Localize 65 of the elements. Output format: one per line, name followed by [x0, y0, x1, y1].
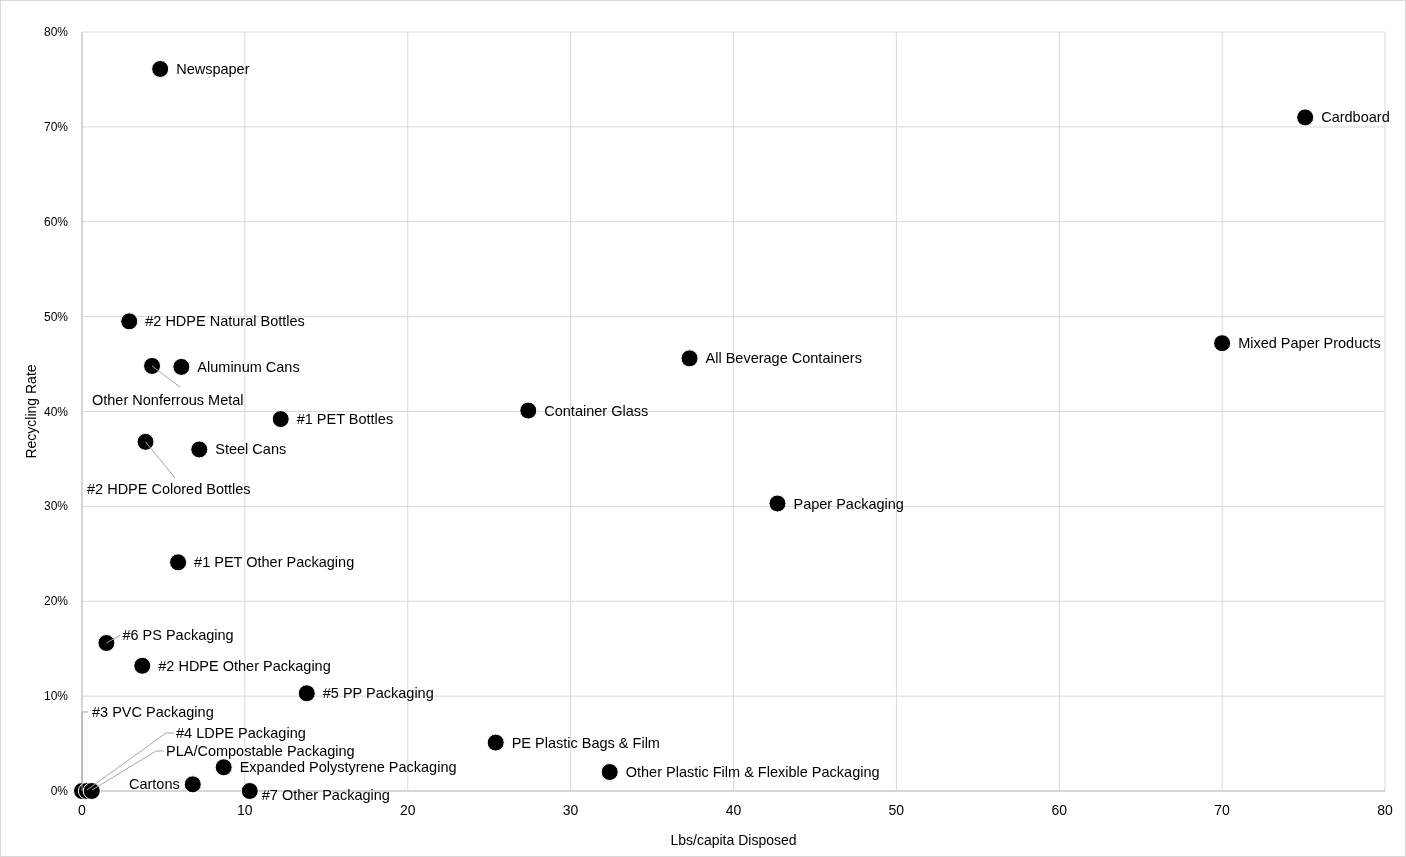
x-tick-label: 0: [78, 802, 87, 818]
x-tick-label: 40: [725, 802, 742, 818]
point: [271, 410, 290, 429]
annotation: Mixed Paper Products: [1238, 335, 1381, 352]
annotation: #4 LDPE Packaging: [176, 725, 306, 741]
annotation: #7 Other Packaging: [261, 787, 390, 803]
point: [143, 356, 162, 375]
point: [519, 401, 538, 420]
annotation: Other Plastic Film & Flexible Packaging: [625, 764, 880, 781]
point: [1213, 334, 1232, 353]
y-tick-label: 50%: [43, 309, 69, 324]
annotation: #2 HDPE Other Packaging: [158, 657, 331, 674]
annotation: All Beverage Containers: [705, 350, 862, 367]
point: [120, 312, 139, 331]
annotation: Aluminum Cans: [197, 358, 300, 375]
point: [214, 758, 233, 777]
y-tick-label: 70%: [43, 119, 69, 134]
point: [190, 440, 209, 459]
point: [297, 684, 316, 703]
annotation: #1 PET Other Packaging: [194, 554, 355, 571]
point: [172, 357, 191, 376]
annotation: #1 PET Bottles: [296, 411, 394, 428]
y-tick-label: 30%: [43, 499, 69, 514]
annotation: Container Glass: [544, 402, 649, 419]
annotation: #2 HDPE Natural Bottles: [145, 313, 305, 330]
y-tick-label: 10%: [43, 689, 69, 704]
y-tick-label: 40%: [43, 404, 69, 419]
point: [169, 553, 188, 572]
annotation: Paper Packaging: [793, 495, 904, 512]
point: [97, 634, 116, 652]
annotation: Steel Cans: [215, 441, 287, 458]
annotation: #6 PS Packaging: [122, 626, 234, 643]
y-tick-label: 60%: [43, 214, 69, 229]
x-tick-label: 70: [1214, 802, 1231, 818]
annotation: #2 HDPE Colored Bottles: [87, 481, 251, 497]
x-tick-label: 60: [1051, 802, 1068, 818]
annotation: Newspaper: [176, 61, 250, 77]
annotation: PLA/Compostable Packaging: [166, 743, 355, 759]
x-tick-label: 20: [399, 802, 416, 818]
x-axis-title: Lbs/capita Disposed: [670, 832, 797, 848]
point: [768, 494, 787, 513]
annotation: Expanded Polystyrene Packaging: [239, 759, 457, 776]
annotation: #3 PVC Packaging: [92, 704, 214, 720]
y-tick-label: 0%: [50, 784, 69, 798]
x-tick-label: 50: [888, 802, 905, 818]
y-tick-label: 20%: [43, 594, 69, 609]
point: [151, 60, 170, 78]
annotation: Other Nonferrous Metal: [92, 392, 244, 408]
annotation: Cardboard: [1321, 109, 1390, 126]
annotation: Cartons: [128, 776, 180, 793]
x-tick-label: 30: [562, 802, 579, 818]
x-tick-label: 80: [1377, 802, 1393, 818]
point: [183, 775, 202, 794]
point: [136, 432, 155, 451]
y-tick-label: 80%: [43, 25, 69, 39]
y-axis-title: Recycling Rate: [23, 364, 39, 459]
annotation: PE Plastic Bags & Film: [511, 734, 660, 751]
point: [486, 733, 505, 752]
point: [240, 782, 259, 800]
x-tick-label: 10: [237, 802, 253, 818]
point: [1296, 108, 1315, 127]
point: [600, 763, 619, 782]
point: [680, 349, 699, 368]
annotation: #5 PP Packaging: [322, 685, 434, 702]
point: [133, 656, 152, 675]
